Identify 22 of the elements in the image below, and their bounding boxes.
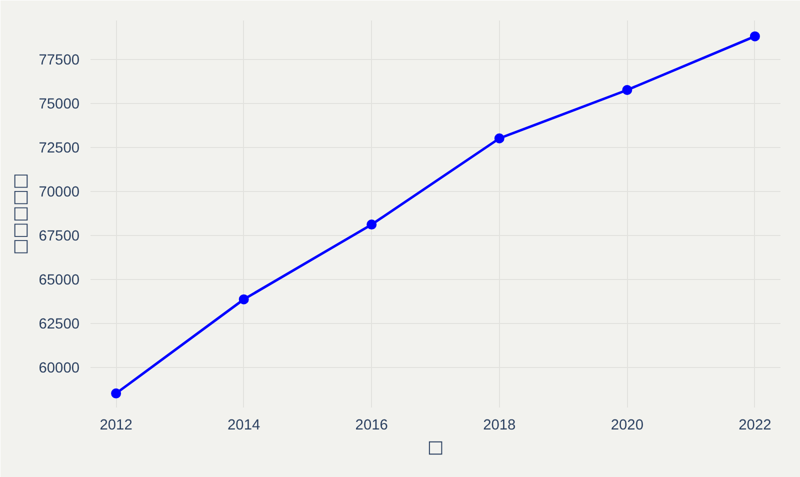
- y-tick-label: 77500: [38, 52, 80, 69]
- y-tick-label: 70000: [38, 184, 80, 201]
- y-tick-label: 67500: [38, 228, 80, 245]
- x-tick-label: 2022: [738, 418, 772, 434]
- x-tick-label: 2014: [228, 418, 260, 434]
- x-tick-label: 2020: [610, 418, 644, 434]
- x-tick-label: 2012: [100, 418, 132, 434]
- y-tick-label: 65000: [38, 272, 80, 289]
- point: [622, 84, 632, 95]
- point: [111, 388, 122, 398]
- y-tick-label: 60000: [38, 360, 80, 377]
- y-tick-label: 72500: [38, 140, 80, 157]
- point: [238, 294, 249, 304]
- point: [366, 220, 377, 230]
- x-tick-label: 2018: [483, 418, 516, 434]
- x-tick-label: 2016: [355, 418, 388, 434]
- point: [494, 133, 504, 144]
- y-tick-label: 62500: [38, 316, 80, 333]
- x-axis-title: □: [427, 438, 444, 458]
- y-axis-title: □□□□□: [10, 173, 31, 255]
- y-tick-label: 75000: [38, 96, 80, 113]
- point: [750, 31, 760, 42]
